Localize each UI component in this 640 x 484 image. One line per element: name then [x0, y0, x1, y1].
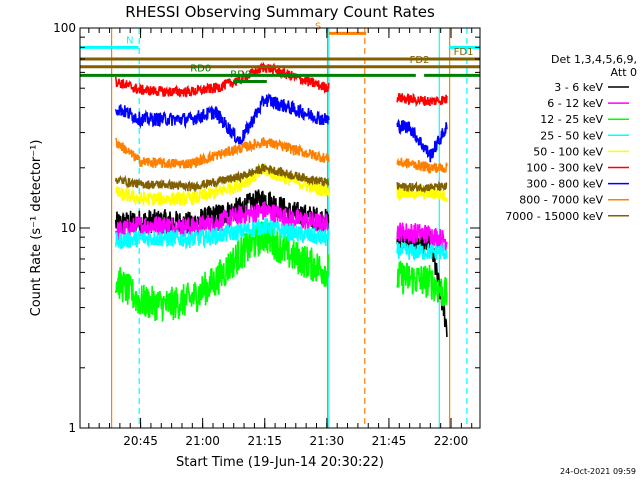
legend-entry-1: 3 - 6 keV: [554, 81, 603, 94]
legend: Det 1,3,4,5,6,9,Att 0 3 - 6 keV 6 - 12 keV…: [505, 53, 637, 223]
x-tick-label-4: 21:30: [310, 434, 345, 448]
y-tick-label-2: 10: [61, 221, 76, 235]
x-tick-label-2: 21:00: [185, 434, 220, 448]
generation-timestamp: 24-Oct-2021 09:59: [560, 467, 636, 476]
series-trace-8: [115, 137, 448, 175]
legend-entry-6: 100 - 300 keV: [526, 162, 603, 175]
legend-entry-8: 800 - 7000 keV: [519, 194, 603, 207]
plot-content: N S FD1 FD2 RD0 RD0: [80, 21, 480, 428]
x-tick-label-3: 21:15: [247, 434, 282, 448]
flag-label-7: RD0: [230, 70, 251, 81]
legend-entry-7: 300 - 800 keV: [526, 178, 603, 191]
legend-header-line-2: Att 0: [611, 66, 637, 79]
x-tick-label-1: 20:45: [123, 434, 158, 448]
y-axis-label: Count Rate (s⁻¹ detector⁻¹): [29, 140, 44, 317]
legend-entry-5: 50 - 100 keV: [533, 145, 603, 158]
series-trace-7: [114, 92, 448, 163]
legend-header-line-1: Det 1,3,4,5,6,9,: [551, 53, 637, 66]
legend-entry-4: 25 - 50 keV: [540, 129, 603, 142]
x-axis-label: Start Time (19-Jun-14 20:30:22): [176, 455, 384, 470]
y-tick-label-3: 100: [53, 21, 76, 35]
flag-label-3: S: [315, 21, 321, 32]
legend-entry-3: 12 - 25 keV: [540, 113, 603, 126]
legend-entry-2: 6 - 12 keV: [547, 97, 603, 110]
axis-ticks: 20:45 21:00 21:15 21:30 21:45 22:00 1 10 100: [53, 21, 480, 448]
series-trace-3: [114, 221, 448, 322]
legend-entry-9: 7000 - 15000 keV: [505, 210, 603, 223]
flag-label-5: FD2: [410, 55, 430, 66]
flag-label-4: FD1: [454, 47, 474, 58]
x-tick-label-5: 21:45: [372, 434, 407, 448]
series-trace-9: [114, 163, 448, 194]
x-tick-label-6: 22:00: [434, 434, 469, 448]
series-trace-4: [114, 217, 448, 262]
y-tick-label-1: 1: [68, 421, 76, 435]
flag-label-6: RD0: [190, 63, 211, 74]
chart-title: RHESSI Observing Summary Count Rates: [125, 3, 435, 21]
flag-label-1: N: [126, 35, 133, 46]
